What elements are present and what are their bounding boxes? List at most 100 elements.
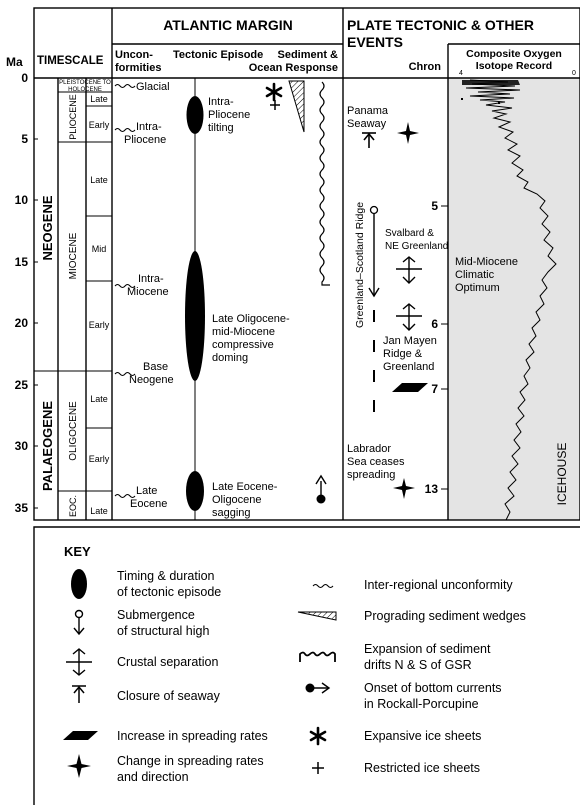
key-submergence-line-1: Submergence bbox=[117, 608, 195, 622]
key-tectonic-line-1: Timing & duration bbox=[117, 569, 215, 583]
icehouse-label: ICEHOUSE bbox=[555, 443, 569, 506]
unconformity-glacial: Glacial bbox=[136, 81, 170, 93]
isotope-mark-1 bbox=[461, 98, 463, 100]
timescale-header: TIMESCALE bbox=[37, 55, 104, 67]
key-change-spreading-line-2: and direction bbox=[117, 770, 189, 784]
key-submergence-line-2: of structural high bbox=[117, 624, 209, 638]
chron-7: 7 bbox=[431, 382, 438, 396]
tectonic-episode-header: Tectonic Episode bbox=[173, 49, 263, 61]
stage-miocene-mid: Mid bbox=[92, 244, 107, 254]
unconformity-intra-pliocene-2: Pliocene bbox=[124, 134, 166, 146]
episode-sagging bbox=[186, 471, 204, 511]
unconformities-header-2: formities bbox=[115, 62, 161, 74]
key-tectonic-line-2: of tectonic episode bbox=[117, 585, 221, 599]
key-crustal-separation: Crustal separation bbox=[117, 655, 218, 669]
episode-2-line-1: Late Oligocene- bbox=[212, 313, 290, 325]
atlantic-margin-header: ATLANTIC MARGIN bbox=[163, 17, 293, 33]
gsr-label: Greenland–Scotland Ridge bbox=[354, 202, 366, 328]
unconformity-labels: Glacial Intra- Pliocene Intra- Miocene B… bbox=[124, 81, 174, 510]
tick-20: 20 bbox=[15, 316, 29, 330]
expansive-ice-sheet-symbol bbox=[265, 82, 283, 102]
key-sediment-drift-line-2: drifts N & S of GSR bbox=[364, 658, 472, 672]
sediment-header-2: Ocean Response bbox=[249, 62, 338, 74]
unconformity-intra-pliocene-1: Intra- bbox=[136, 121, 162, 133]
unconformity-markers bbox=[114, 84, 136, 498]
key-unconformity-symbol bbox=[312, 584, 334, 588]
epoch-pleistocene-1: PLEISTOCENE TO bbox=[59, 80, 111, 86]
isotope-mark-2 bbox=[498, 102, 500, 104]
plate-tectonic-header-1: PLATE TECTONIC & OTHER bbox=[347, 17, 534, 33]
stage-oligocene-late: Late bbox=[90, 394, 108, 404]
key-sediment-drift-line-1: Expansion of sediment bbox=[364, 642, 491, 656]
mmco-line-1: Mid-Miocene bbox=[455, 256, 518, 268]
epoch-pliocene: PLIOCENE bbox=[68, 94, 78, 140]
episode-3-line-3: sagging bbox=[212, 507, 251, 519]
frame-lines bbox=[33, 7, 580, 805]
key-sediment-drift-symbol bbox=[299, 651, 336, 662]
stage-pliocene-early: Early bbox=[89, 120, 110, 130]
labrador-labels: Labrador Sea ceases spreading bbox=[347, 443, 405, 481]
key-tectonic-episode-symbol bbox=[71, 569, 87, 599]
stage-pliocene-late: Late bbox=[90, 94, 108, 104]
period-palaeogene: PALAEOGENE bbox=[40, 401, 55, 491]
jan-mayen-line-3: Greenland bbox=[383, 361, 434, 373]
labrador-line-2: Sea ceases bbox=[347, 456, 405, 468]
episode-1-line-1: Intra- bbox=[208, 96, 234, 108]
key-change-spreading-symbol bbox=[67, 754, 91, 778]
epoch-eocene: EOC. bbox=[68, 495, 78, 517]
panama-seaway-labels: Panama Seaway bbox=[347, 105, 389, 130]
key-bottom-currents-line-2: in Rockall-Porcupine bbox=[364, 697, 479, 711]
episode-3-line-1: Late Eocene- bbox=[212, 481, 278, 493]
y-axis-unit: Ma bbox=[6, 55, 23, 69]
svalbard-line-2: NE Greenland bbox=[385, 241, 448, 252]
unconformity-intra-miocene-2: Miocene bbox=[127, 286, 169, 298]
stage-miocene-late: Late bbox=[90, 175, 108, 185]
chron-6: 6 bbox=[431, 317, 438, 331]
episode-intra-pliocene bbox=[186, 96, 204, 134]
key-right-labels: Inter-regional unconformity Prograding s… bbox=[364, 578, 526, 775]
stage-labels: Late Early Late Mid Early Late Early Lat… bbox=[89, 94, 110, 516]
mmco-line-3: Optimum bbox=[455, 282, 500, 294]
key-restricted-ice-symbol bbox=[312, 762, 324, 774]
episode-1-line-2: Pliocene bbox=[208, 109, 250, 121]
unconformity-base-neogene-2: Neogene bbox=[129, 374, 174, 386]
tick-0: 0 bbox=[21, 71, 28, 85]
key-restricted-ice: Restricted ice sheets bbox=[364, 761, 480, 775]
epoch-miocene: MIOCENE bbox=[68, 232, 79, 279]
episode-2-line-4: doming bbox=[212, 352, 248, 364]
y-axis bbox=[34, 77, 38, 509]
episode-1-line-3: tilting bbox=[208, 122, 234, 134]
key-left-labels: Timing & duration of tectonic episode Su… bbox=[117, 569, 268, 784]
bottom-current-symbol bbox=[315, 474, 327, 504]
key-crustal-separation-symbol bbox=[66, 648, 92, 676]
oxygen-isotope-curve bbox=[465, 79, 557, 521]
key-spreading-increase: Increase in spreading rates bbox=[117, 729, 268, 743]
isotope-header-2: Isotope Record bbox=[476, 60, 552, 72]
crustal-separation-symbol-1 bbox=[396, 256, 422, 284]
prograding-wedge-symbol bbox=[288, 80, 305, 133]
isotope-header-1: Composite Oxygen bbox=[466, 48, 562, 60]
key-expansive-ice: Expansive ice sheets bbox=[364, 729, 481, 743]
labrador-change-spreading-star bbox=[393, 478, 415, 499]
tectonic-episode-labels: Intra- Pliocene tilting Late Oligocene- … bbox=[208, 96, 290, 519]
tick-30: 30 bbox=[15, 439, 29, 453]
y-axis-tick-labels: 0 5 10 15 20 25 30 35 bbox=[15, 71, 29, 515]
tick-35: 35 bbox=[15, 501, 29, 515]
svalbard-labels: Svalbard & NE Greenland bbox=[385, 228, 448, 252]
episode-3-line-2: Oligocene bbox=[212, 494, 262, 506]
crustal-separation-symbol-2 bbox=[396, 303, 422, 331]
key-submergence-symbol bbox=[73, 609, 85, 636]
episode-2-line-2: mid-Miocene bbox=[212, 326, 275, 338]
epoch-oligocene: OLIGOCENE bbox=[68, 401, 79, 461]
svalbard-line-1: Svalbard & bbox=[385, 228, 434, 239]
episode-2-line-3: compressive bbox=[212, 339, 274, 351]
stage-miocene-early: Early bbox=[89, 320, 110, 330]
isotope-scale-min: 4 bbox=[459, 70, 463, 77]
isotope-scale-max: 0 bbox=[572, 70, 576, 77]
labrador-line-3: spreading bbox=[347, 469, 395, 481]
labrador-line-1: Labrador bbox=[347, 443, 391, 455]
chron-5: 5 bbox=[431, 199, 438, 213]
key-bottom-currents-line-1: Onset of bottom currents bbox=[364, 681, 502, 695]
jan-mayen-line-2: Ridge & bbox=[383, 348, 423, 360]
